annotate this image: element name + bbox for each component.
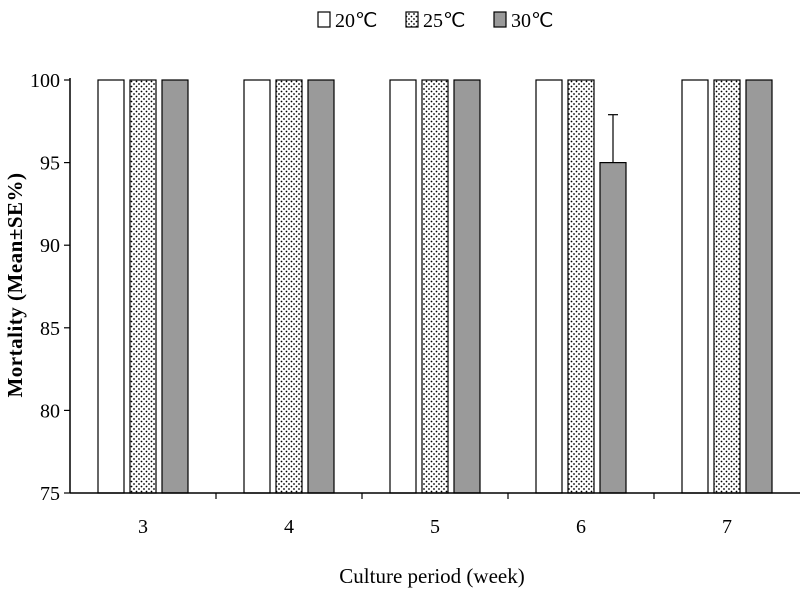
bar-week5-series1	[389, 79, 417, 494]
bar-week4-series2	[275, 79, 303, 494]
axes: 75 80 85 90 95 100 3 4 5 6 7	[30, 70, 800, 538]
bar-week4-series1	[243, 79, 271, 494]
legend-label-2: 25℃	[423, 10, 465, 32]
bar-week6-series3	[599, 162, 627, 494]
legend-swatch-2	[405, 11, 419, 28]
x-tick-label-week7: 7	[722, 516, 732, 538]
bar-week6-series2	[567, 79, 595, 494]
y-tick-label-75: 75	[40, 483, 60, 505]
bar-week7-series2	[713, 79, 741, 494]
legend-swatch-1	[317, 11, 331, 28]
y-tick-label-80: 80	[40, 400, 60, 422]
bar-week7-series1	[681, 79, 709, 494]
bar-week4-series3	[307, 79, 335, 494]
y-tick-label-95: 95	[40, 153, 60, 175]
bars	[97, 79, 773, 494]
x-tick-label-week5: 5	[430, 516, 440, 538]
x-tick-label-week4: 4	[284, 516, 294, 538]
bar-week5-series3	[453, 79, 481, 494]
y-tick-label-100: 100	[30, 70, 60, 92]
y-axis-label: Mortality (Mean±SE%)	[3, 172, 27, 397]
x-axis-label: Culture period (week)	[339, 564, 524, 588]
legend: 20℃ 25℃ 30℃	[317, 10, 553, 32]
x-tick-label-week3: 3	[138, 516, 148, 538]
bar-week3-series1	[97, 79, 125, 494]
legend-label-1: 20℃	[335, 10, 377, 32]
y-tick-label-90: 90	[40, 235, 60, 257]
bar-week3-series2	[129, 79, 157, 494]
x-tick-label-week6: 6	[576, 516, 586, 538]
y-tick-label-85: 85	[40, 318, 60, 340]
legend-label-3: 30℃	[511, 10, 553, 32]
legend-swatch-3	[493, 11, 507, 28]
bar-week3-series3	[161, 79, 189, 494]
bar-week5-series2	[421, 79, 449, 494]
bar-week6-series1	[535, 79, 563, 494]
bar-week7-series3	[745, 79, 773, 494]
